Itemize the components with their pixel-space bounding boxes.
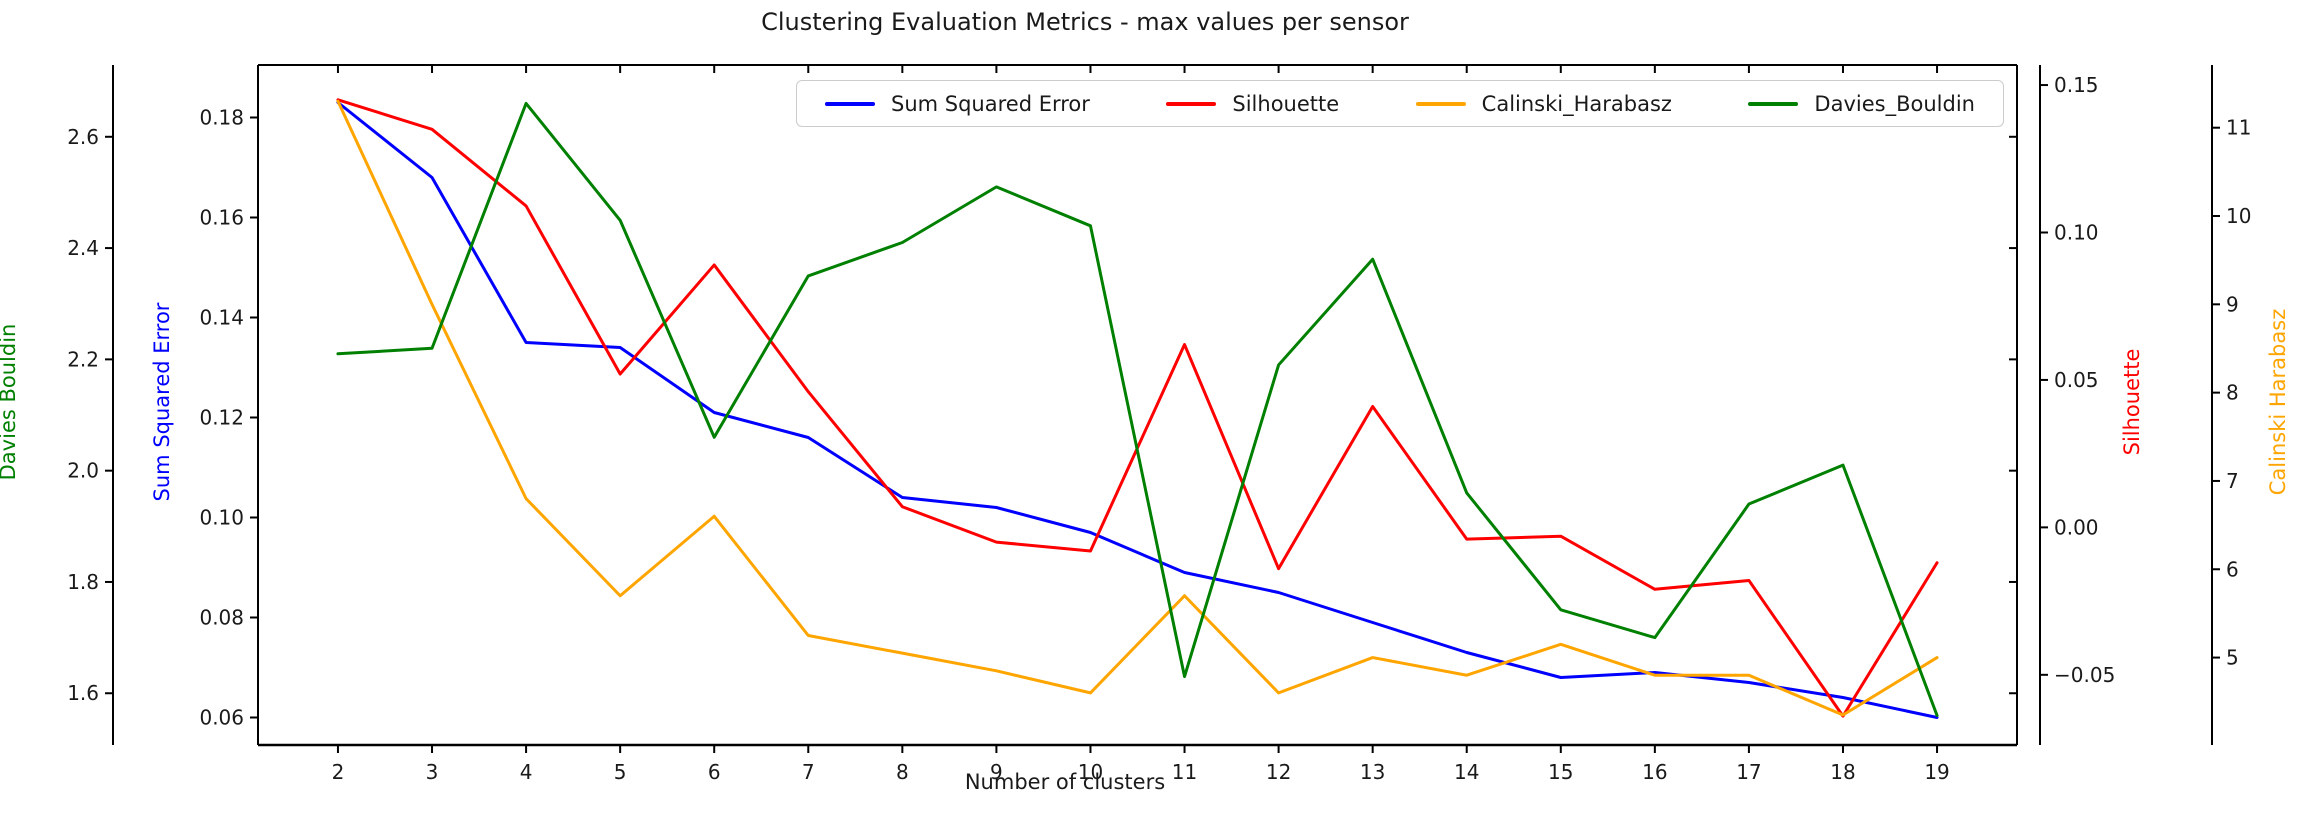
chart-title: Clustering Evaluation Metrics - max valu… bbox=[761, 8, 1409, 36]
legend-label: Davies_Bouldin bbox=[1814, 91, 1975, 116]
sse-tick-label: 0.16 bbox=[199, 206, 244, 230]
x-tick-label: 14 bbox=[1454, 760, 1479, 784]
x-tick-label: 2 bbox=[332, 760, 345, 784]
legend-swatch bbox=[1166, 101, 1217, 106]
davies-tick-label: 2.0 bbox=[67, 459, 99, 483]
legend-label: Calinski_Harabasz bbox=[1481, 91, 1672, 116]
legend-swatch bbox=[1415, 101, 1466, 106]
davies-tick-label: 1.6 bbox=[67, 681, 99, 705]
x-tick-label: 11 bbox=[1172, 760, 1197, 784]
x-tick-label: 9 bbox=[990, 760, 1003, 784]
legend: Sum Squared Error Silhouette Calinski_Hara… bbox=[796, 80, 2004, 127]
x-tick-label: 3 bbox=[426, 760, 439, 784]
calinski-tick-label: 7 bbox=[2226, 469, 2239, 493]
x-tick-label: 12 bbox=[1266, 760, 1291, 784]
x-axis-label: Number of clusters bbox=[964, 770, 1166, 794]
legend-item-sum-squared-error: Sum Squared Error bbox=[825, 92, 1090, 116]
davies-tick-label: 2.6 bbox=[67, 125, 99, 149]
x-tick-label: 19 bbox=[1924, 760, 1949, 784]
silhouette-tick-label: 0.05 bbox=[2054, 368, 2099, 392]
davies-tick-label: 1.8 bbox=[67, 570, 99, 594]
legend-swatch bbox=[1748, 101, 1799, 106]
x-tick-label: 15 bbox=[1548, 760, 1573, 784]
x-tick-label: 7 bbox=[802, 760, 815, 784]
y-axis-title-davies-bouldin: Davies Bouldin bbox=[0, 323, 20, 481]
legend-swatch bbox=[825, 101, 875, 106]
silhouette-tick-label: −0.05 bbox=[2054, 663, 2115, 687]
davies-tick-label: 2.4 bbox=[67, 236, 99, 260]
legend-item-silhouette: Silhouette bbox=[1166, 92, 1339, 116]
legend-label: Sum Squared Error bbox=[891, 91, 1090, 116]
silhouette-tick-label: 0.15 bbox=[2054, 73, 2099, 97]
x-tick-label: 4 bbox=[520, 760, 533, 784]
y-axis-title-calinski-harabasz: Calinski Harabasz bbox=[2266, 308, 2290, 496]
series-line-calinski-harabasz bbox=[336, 99, 1939, 717]
calinski-tick-label: 11 bbox=[2226, 116, 2251, 140]
x-tick-label: 16 bbox=[1642, 760, 1667, 784]
sse-tick-label: 0.06 bbox=[199, 706, 244, 730]
series-line-sum-squared-error bbox=[336, 101, 1939, 719]
calinski-tick-label: 9 bbox=[2226, 292, 2239, 316]
x-tick-label: 5 bbox=[614, 760, 627, 784]
silhouette-tick-label: 0.10 bbox=[2054, 220, 2099, 244]
legend-item-davies-bouldin: Davies_Bouldin bbox=[1748, 92, 1975, 116]
calinski-tick-label: 5 bbox=[2226, 646, 2239, 670]
sse-tick-label: 0.10 bbox=[199, 506, 244, 530]
calinski-tick-label: 6 bbox=[2226, 557, 2239, 581]
y-axis-title-silhouette: Silhouette bbox=[2120, 348, 2144, 456]
y-axis-title-sum-squared-error: Sum Squared Error bbox=[150, 302, 174, 502]
series-line-silhouette bbox=[336, 98, 1939, 718]
silhouette-tick-label: 0.00 bbox=[2054, 515, 2099, 539]
sse-tick-label: 0.18 bbox=[199, 106, 244, 130]
x-tick-label: 6 bbox=[708, 760, 721, 784]
x-tick-label: 13 bbox=[1360, 760, 1385, 784]
legend-label: Silhouette bbox=[1232, 91, 1340, 116]
legend-item-calinski-harabasz: Calinski_Harabasz bbox=[1415, 91, 1672, 116]
sse-tick-label: 0.08 bbox=[199, 606, 244, 630]
x-tick-label: 18 bbox=[1830, 760, 1855, 784]
calinski-tick-label: 8 bbox=[2226, 381, 2239, 405]
x-tick-label: 17 bbox=[1736, 760, 1761, 784]
calinski-tick-label: 10 bbox=[2226, 204, 2251, 228]
x-tick-label: 10 bbox=[1078, 760, 1103, 784]
sse-tick-label: 0.12 bbox=[199, 406, 244, 430]
sse-tick-label: 0.14 bbox=[199, 306, 244, 330]
series-line-davies-bouldin bbox=[336, 101, 1939, 718]
davies-tick-label: 2.2 bbox=[67, 347, 99, 371]
x-tick-label: 8 bbox=[896, 760, 909, 784]
